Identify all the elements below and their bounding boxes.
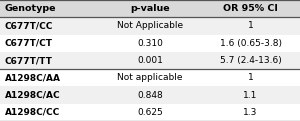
Text: Genotype: Genotype (4, 4, 56, 13)
Bar (0, 69, 99, 86)
Text: 0.625: 0.625 (137, 108, 163, 117)
Bar (0, 17, 99, 35)
Text: 1.1: 1.1 (243, 91, 258, 100)
Bar (0, 52, 99, 69)
Text: 1: 1 (248, 73, 254, 82)
Text: 1.6 (0.65-3.8): 1.6 (0.65-3.8) (220, 39, 281, 48)
Text: p-value: p-value (130, 4, 170, 13)
Text: 0.310: 0.310 (137, 39, 163, 48)
Bar (201, 69, 300, 86)
Text: C677T/CT: C677T/CT (4, 39, 52, 48)
Bar (201, 104, 300, 121)
Bar (0, 86, 99, 104)
Text: OR 95% CI: OR 95% CI (223, 4, 278, 13)
Bar (201, 0, 300, 17)
Text: 0.848: 0.848 (137, 91, 163, 100)
Text: A1298C/CC: A1298C/CC (4, 108, 60, 117)
Text: 5.7 (2.4-13.6): 5.7 (2.4-13.6) (220, 56, 281, 65)
Bar (201, 86, 300, 104)
Text: A1298C/AA: A1298C/AA (4, 73, 61, 82)
Bar (201, 52, 300, 69)
Bar (99, 52, 201, 69)
Text: C677T/CC: C677T/CC (4, 21, 53, 30)
Text: Not Applicable: Not Applicable (117, 21, 183, 30)
Text: A1298C/AC: A1298C/AC (4, 91, 60, 100)
Bar (99, 104, 201, 121)
Text: C677T/TT: C677T/TT (4, 56, 52, 65)
Bar (99, 69, 201, 86)
Bar (99, 17, 201, 35)
Text: 0.001: 0.001 (137, 56, 163, 65)
Bar (0, 0, 99, 17)
Bar (0, 104, 99, 121)
Bar (99, 86, 201, 104)
Bar (99, 0, 201, 17)
Bar (201, 35, 300, 52)
Bar (0, 35, 99, 52)
Bar (99, 35, 201, 52)
Text: 1.3: 1.3 (243, 108, 258, 117)
Text: 1: 1 (248, 21, 254, 30)
Text: Not applicable: Not applicable (117, 73, 183, 82)
Bar (201, 17, 300, 35)
